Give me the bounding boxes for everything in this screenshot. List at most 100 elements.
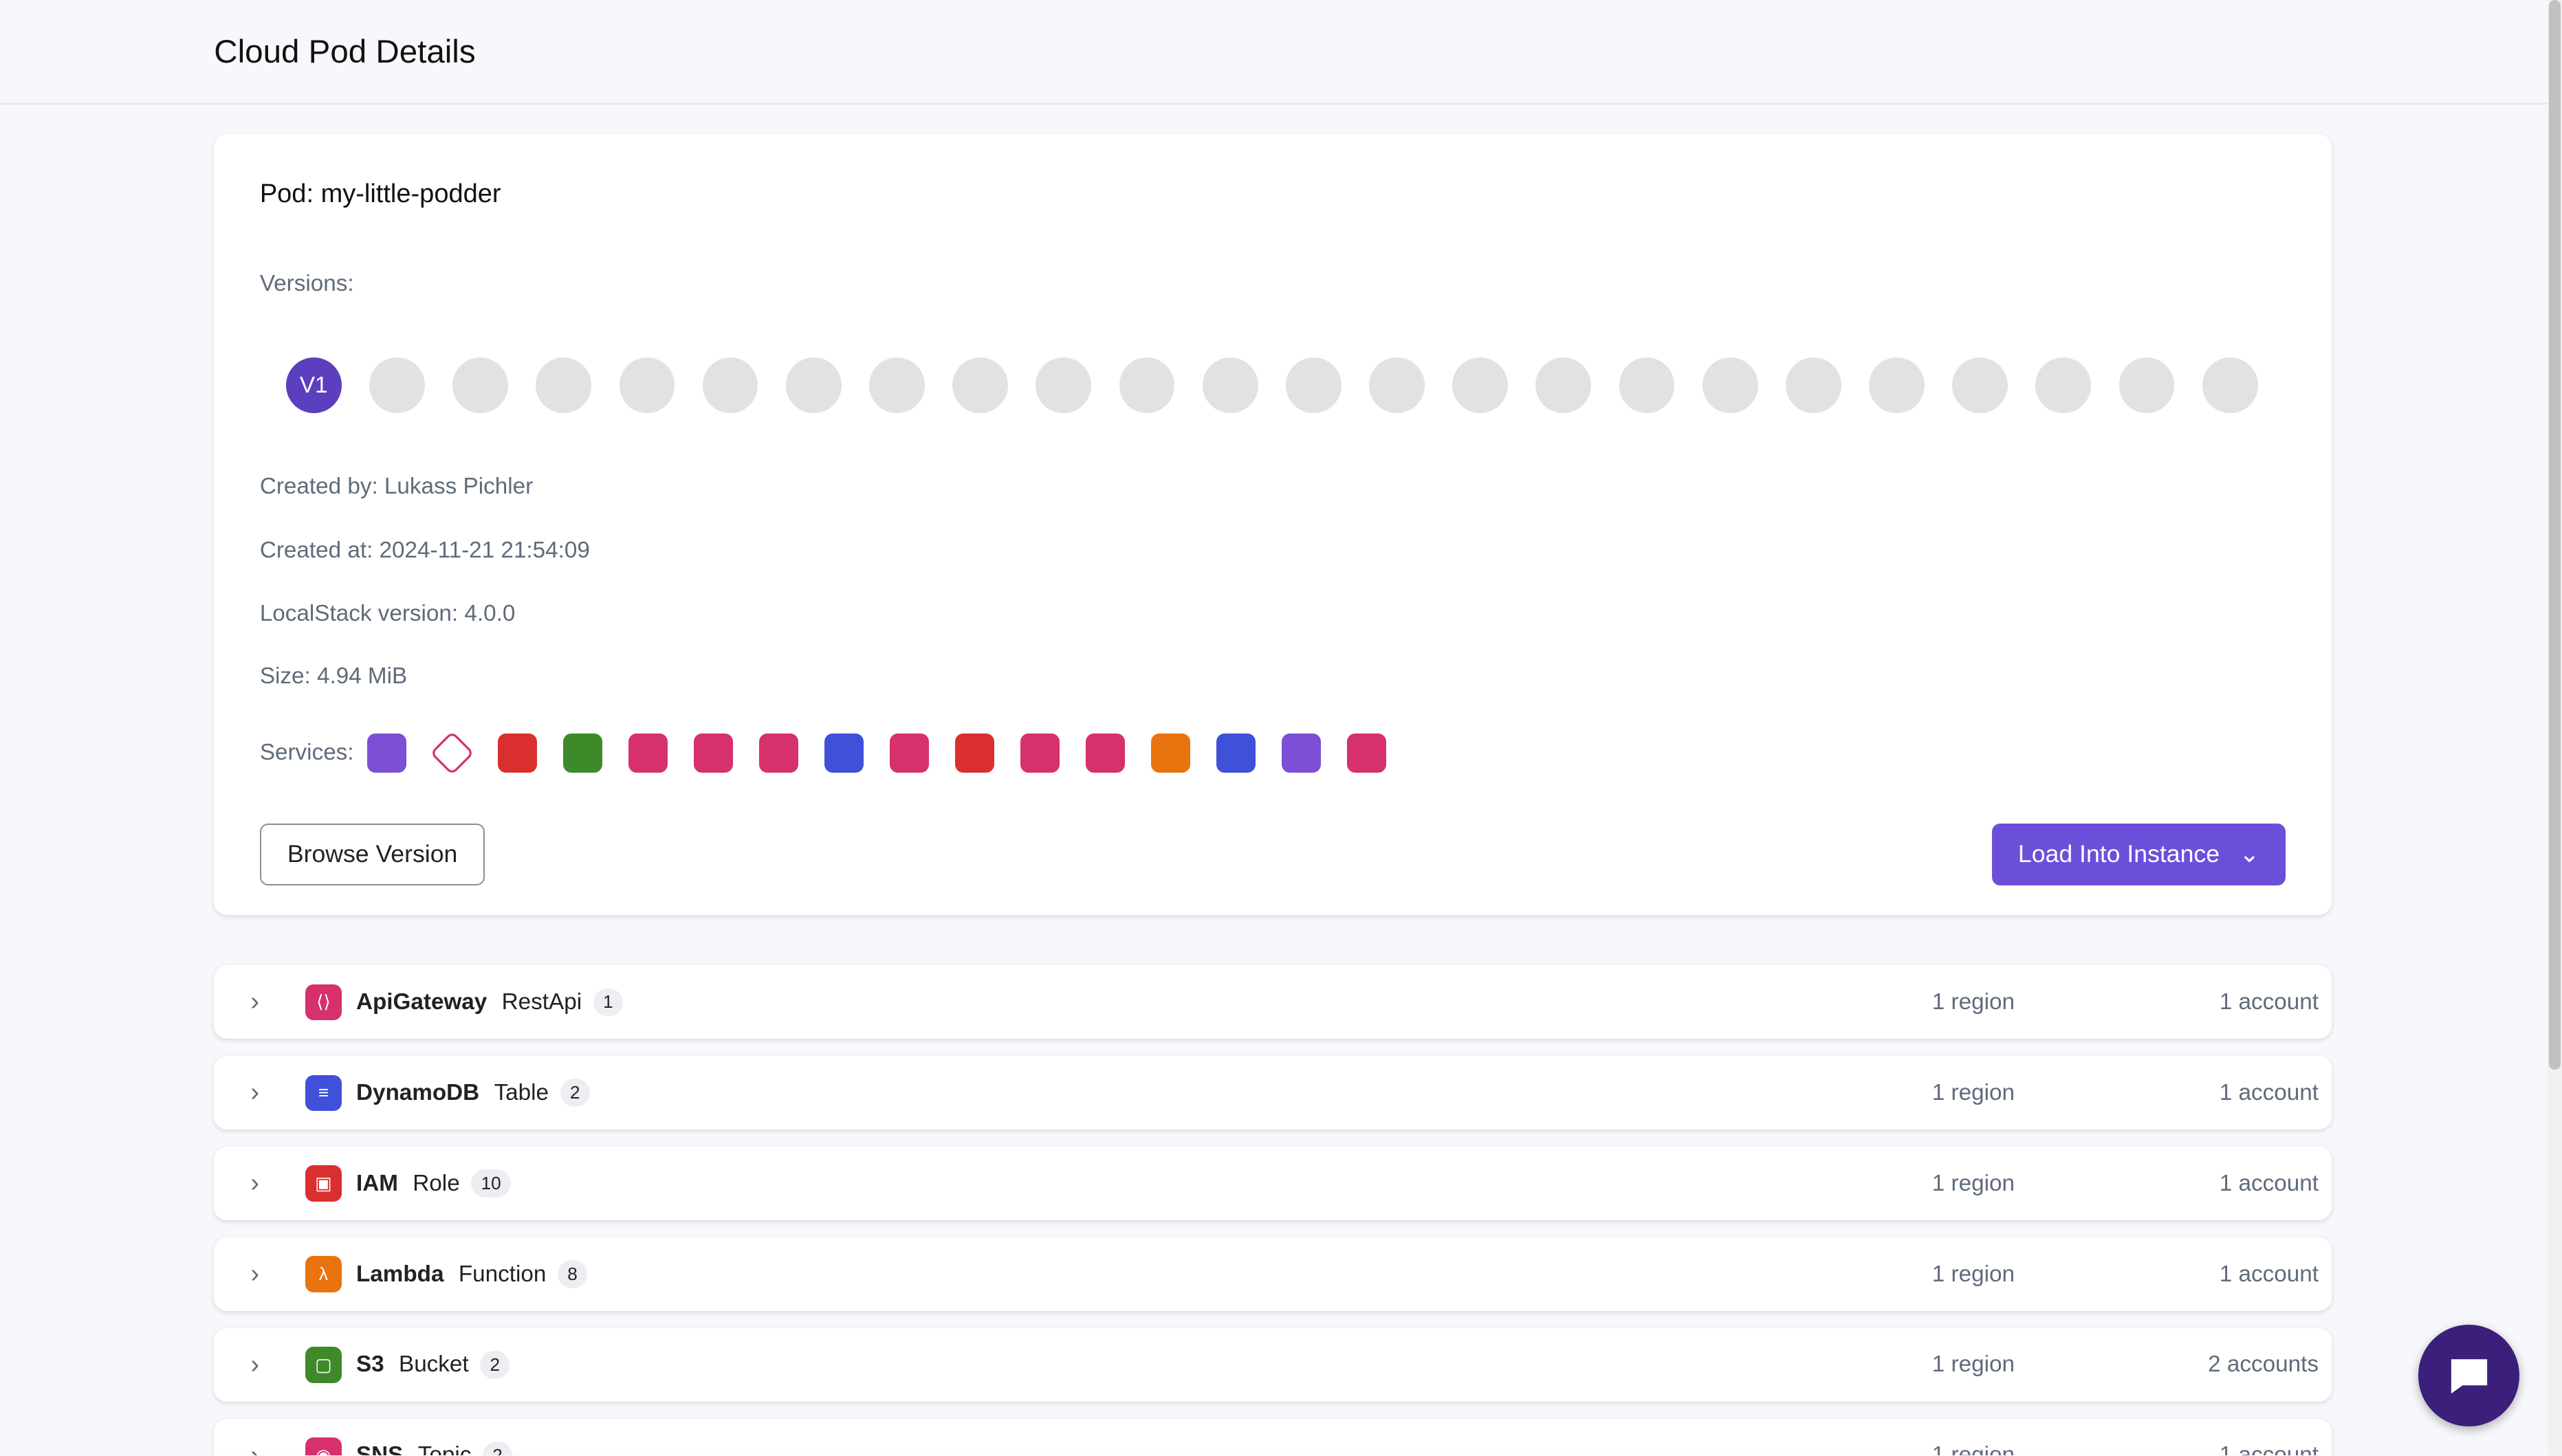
version-dot[interactable]	[619, 357, 675, 414]
kinesis-icon	[1282, 733, 1322, 773]
dynamodb-icon: ≡	[305, 1074, 342, 1111]
version-dot[interactable]	[1119, 357, 1175, 414]
s3-icon	[562, 733, 602, 773]
apigateway-icon: ⟨⟩	[305, 984, 342, 1020]
count-badge: 2	[482, 1442, 512, 1456]
region-count: 1 region	[1931, 1442, 2015, 1456]
resource-type: Function	[458, 1261, 547, 1287]
lambda-icon: λ	[305, 1256, 342, 1292]
load-into-instance-button[interactable]: Load Into Instance ⌄	[1991, 823, 2286, 885]
page-title: Cloud Pod Details	[214, 33, 476, 70]
appsync-icon	[758, 733, 798, 773]
iam-icon	[497, 733, 537, 773]
localstack-version: LocalStack version: 4.0.0	[259, 601, 516, 627]
count-badge: 8	[557, 1260, 588, 1288]
account-count: 1 account	[2219, 1442, 2319, 1456]
service-name: SNS	[355, 1442, 404, 1456]
scrollbar[interactable]	[2547, 0, 2562, 1456]
tag-icon	[429, 731, 474, 775]
chevron-down-icon: ⌄	[2239, 840, 2260, 868]
chevron-right-icon[interactable]: ›	[250, 1440, 260, 1456]
version-dot[interactable]	[2035, 357, 2092, 414]
dynamodb-icon	[824, 733, 864, 773]
version-dot[interactable]	[952, 357, 1008, 414]
account-count: 2 accounts	[2208, 1352, 2319, 1378]
dynamodb-streams-icon	[1216, 733, 1256, 773]
account-count: 1 account	[2219, 1079, 2319, 1105]
resource-row[interactable]: › ▣ IAM Role 10 1 region 1 account	[214, 1147, 2332, 1221]
chevron-right-icon[interactable]: ›	[250, 1259, 260, 1288]
version-dot[interactable]	[1535, 357, 1592, 414]
pod-name: Pod: my-little-podder	[259, 179, 501, 209]
region-count: 1 region	[1931, 989, 2015, 1015]
chevron-right-icon[interactable]: ›	[250, 1349, 260, 1379]
account-count: 1 account	[2219, 989, 2319, 1015]
eventbridge-icon	[628, 733, 668, 773]
resource-type: RestApi	[501, 989, 582, 1015]
cloudfront-icon	[366, 733, 406, 773]
count-badge: 2	[480, 1351, 510, 1379]
version-dot[interactable]	[1952, 357, 2008, 414]
resource-row[interactable]: › ⟨⟩ ApiGateway RestApi 1 1 region 1 account	[214, 965, 2332, 1039]
version-timeline: V1	[285, 357, 2258, 414]
service-name: IAM	[355, 1170, 398, 1196]
version-dot[interactable]	[536, 357, 592, 414]
version-dot[interactable]	[2118, 357, 2175, 414]
chevron-right-icon[interactable]: ›	[250, 1169, 260, 1198]
version-dot[interactable]	[1202, 357, 1258, 414]
resource-row[interactable]: › ◉ SNS Topic 2 1 region 1 account	[214, 1418, 2332, 1456]
version-dot[interactable]	[1619, 357, 1675, 414]
cloudwatch-icon	[889, 733, 929, 773]
apigateway-v2-icon	[1347, 733, 1387, 773]
version-dot[interactable]	[702, 357, 758, 414]
version-dot[interactable]	[1036, 357, 1092, 414]
page-header: Cloud Pod Details	[0, 0, 2562, 105]
chat-button[interactable]	[2418, 1325, 2520, 1426]
service-name: ApiGateway	[355, 989, 488, 1015]
sns-icon	[1020, 733, 1060, 773]
service-name: S3	[355, 1352, 384, 1378]
services-list: Services:	[259, 731, 1387, 775]
count-badge: 10	[471, 1169, 511, 1198]
version-dot[interactable]	[785, 357, 842, 414]
service-name: Lambda	[355, 1261, 444, 1287]
version-dot[interactable]	[1785, 357, 1841, 414]
sns-icon: ◉	[305, 1437, 342, 1456]
lambda-icon	[1150, 733, 1190, 773]
count-badge: 1	[593, 988, 623, 1017]
version-dot[interactable]	[869, 357, 925, 414]
resource-type: Topic	[417, 1442, 472, 1456]
browse-version-button[interactable]: Browse Version	[259, 823, 485, 885]
versions-label: Versions:	[259, 271, 354, 297]
count-badge: 2	[560, 1079, 590, 1107]
resource-row[interactable]: › ▢ S3 Bucket 2 1 region 2 accounts	[214, 1327, 2332, 1402]
sqs-icon	[954, 733, 994, 773]
version-v1[interactable]: V1	[285, 357, 342, 414]
services-label: Services:	[259, 740, 354, 766]
created-by: Created by: Lukass Pichler	[259, 474, 534, 500]
version-dot[interactable]	[2202, 357, 2258, 414]
pod-details-card: Pod: my-little-podder Versions: V1 Creat…	[214, 133, 2332, 915]
resource-row[interactable]: › ≡ DynamoDB Table 2 1 region 1 account	[214, 1056, 2332, 1130]
load-label: Load Into Instance	[2017, 840, 2220, 868]
chevron-right-icon[interactable]: ›	[250, 1078, 260, 1107]
account-count: 1 account	[2219, 1170, 2319, 1196]
region-count: 1 region	[1931, 1079, 2015, 1105]
stepfunctions-icon	[693, 733, 733, 773]
scrollbar-thumb[interactable]	[2549, 0, 2561, 1070]
version-dot[interactable]	[1369, 357, 1425, 414]
version-dot[interactable]	[1869, 357, 1925, 414]
iam-icon: ▣	[305, 1165, 342, 1202]
version-dot[interactable]	[1285, 357, 1342, 414]
service-name: DynamoDB	[355, 1079, 480, 1105]
pod-size: Size: 4.94 MiB	[259, 663, 408, 689]
region-count: 1 region	[1931, 1170, 2015, 1196]
chevron-right-icon[interactable]: ›	[250, 987, 260, 1017]
version-dot[interactable]	[1452, 357, 1509, 414]
version-dot[interactable]	[369, 357, 425, 414]
resource-row[interactable]: › λ Lambda Function 8 1 region 1 account	[214, 1237, 2332, 1311]
version-dot[interactable]	[452, 357, 508, 414]
version-dot[interactable]	[1702, 357, 1758, 414]
account-count: 1 account	[2219, 1261, 2319, 1287]
resource-type: Bucket	[399, 1352, 469, 1378]
